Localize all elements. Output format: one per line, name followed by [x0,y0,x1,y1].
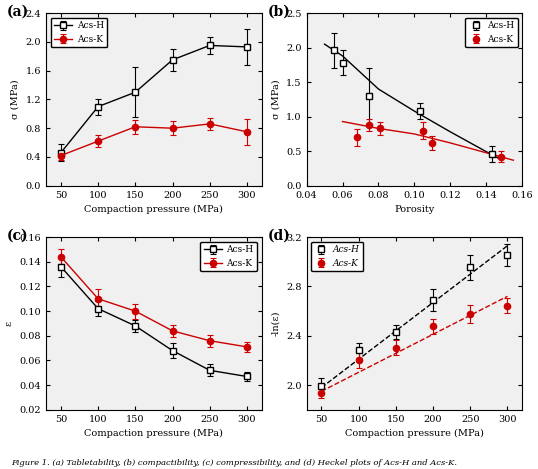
Text: Figure 1. (a) Tabletability, (b) compactibility, (c) compressibility, and (d) He: Figure 1. (a) Tabletability, (b) compact… [11,459,457,467]
Y-axis label: ε: ε [5,321,14,326]
X-axis label: Compaction pressure (MPa): Compaction pressure (MPa) [345,429,484,439]
Legend: Acs-H, Acs-K: Acs-H, Acs-K [51,17,108,47]
X-axis label: Compaction pressure (MPa): Compaction pressure (MPa) [84,205,223,214]
X-axis label: Porosity: Porosity [394,205,435,214]
Text: (c): (c) [7,228,29,242]
Text: (d): (d) [268,228,291,242]
Legend: Acs-H, Acs-K: Acs-H, Acs-K [200,242,257,272]
Y-axis label: σ (MPa): σ (MPa) [11,80,20,119]
Legend: Acs-H, Acs-K: Acs-H, Acs-K [311,242,363,272]
Y-axis label: -ln(ε): -ln(ε) [272,310,280,336]
Y-axis label: σ (MPa): σ (MPa) [272,80,281,119]
Legend: Acs-H, Acs-K: Acs-H, Acs-K [465,17,518,47]
X-axis label: Compaction pressure (MPa): Compaction pressure (MPa) [84,429,223,439]
Text: (a): (a) [7,4,30,18]
Text: (b): (b) [268,4,291,18]
